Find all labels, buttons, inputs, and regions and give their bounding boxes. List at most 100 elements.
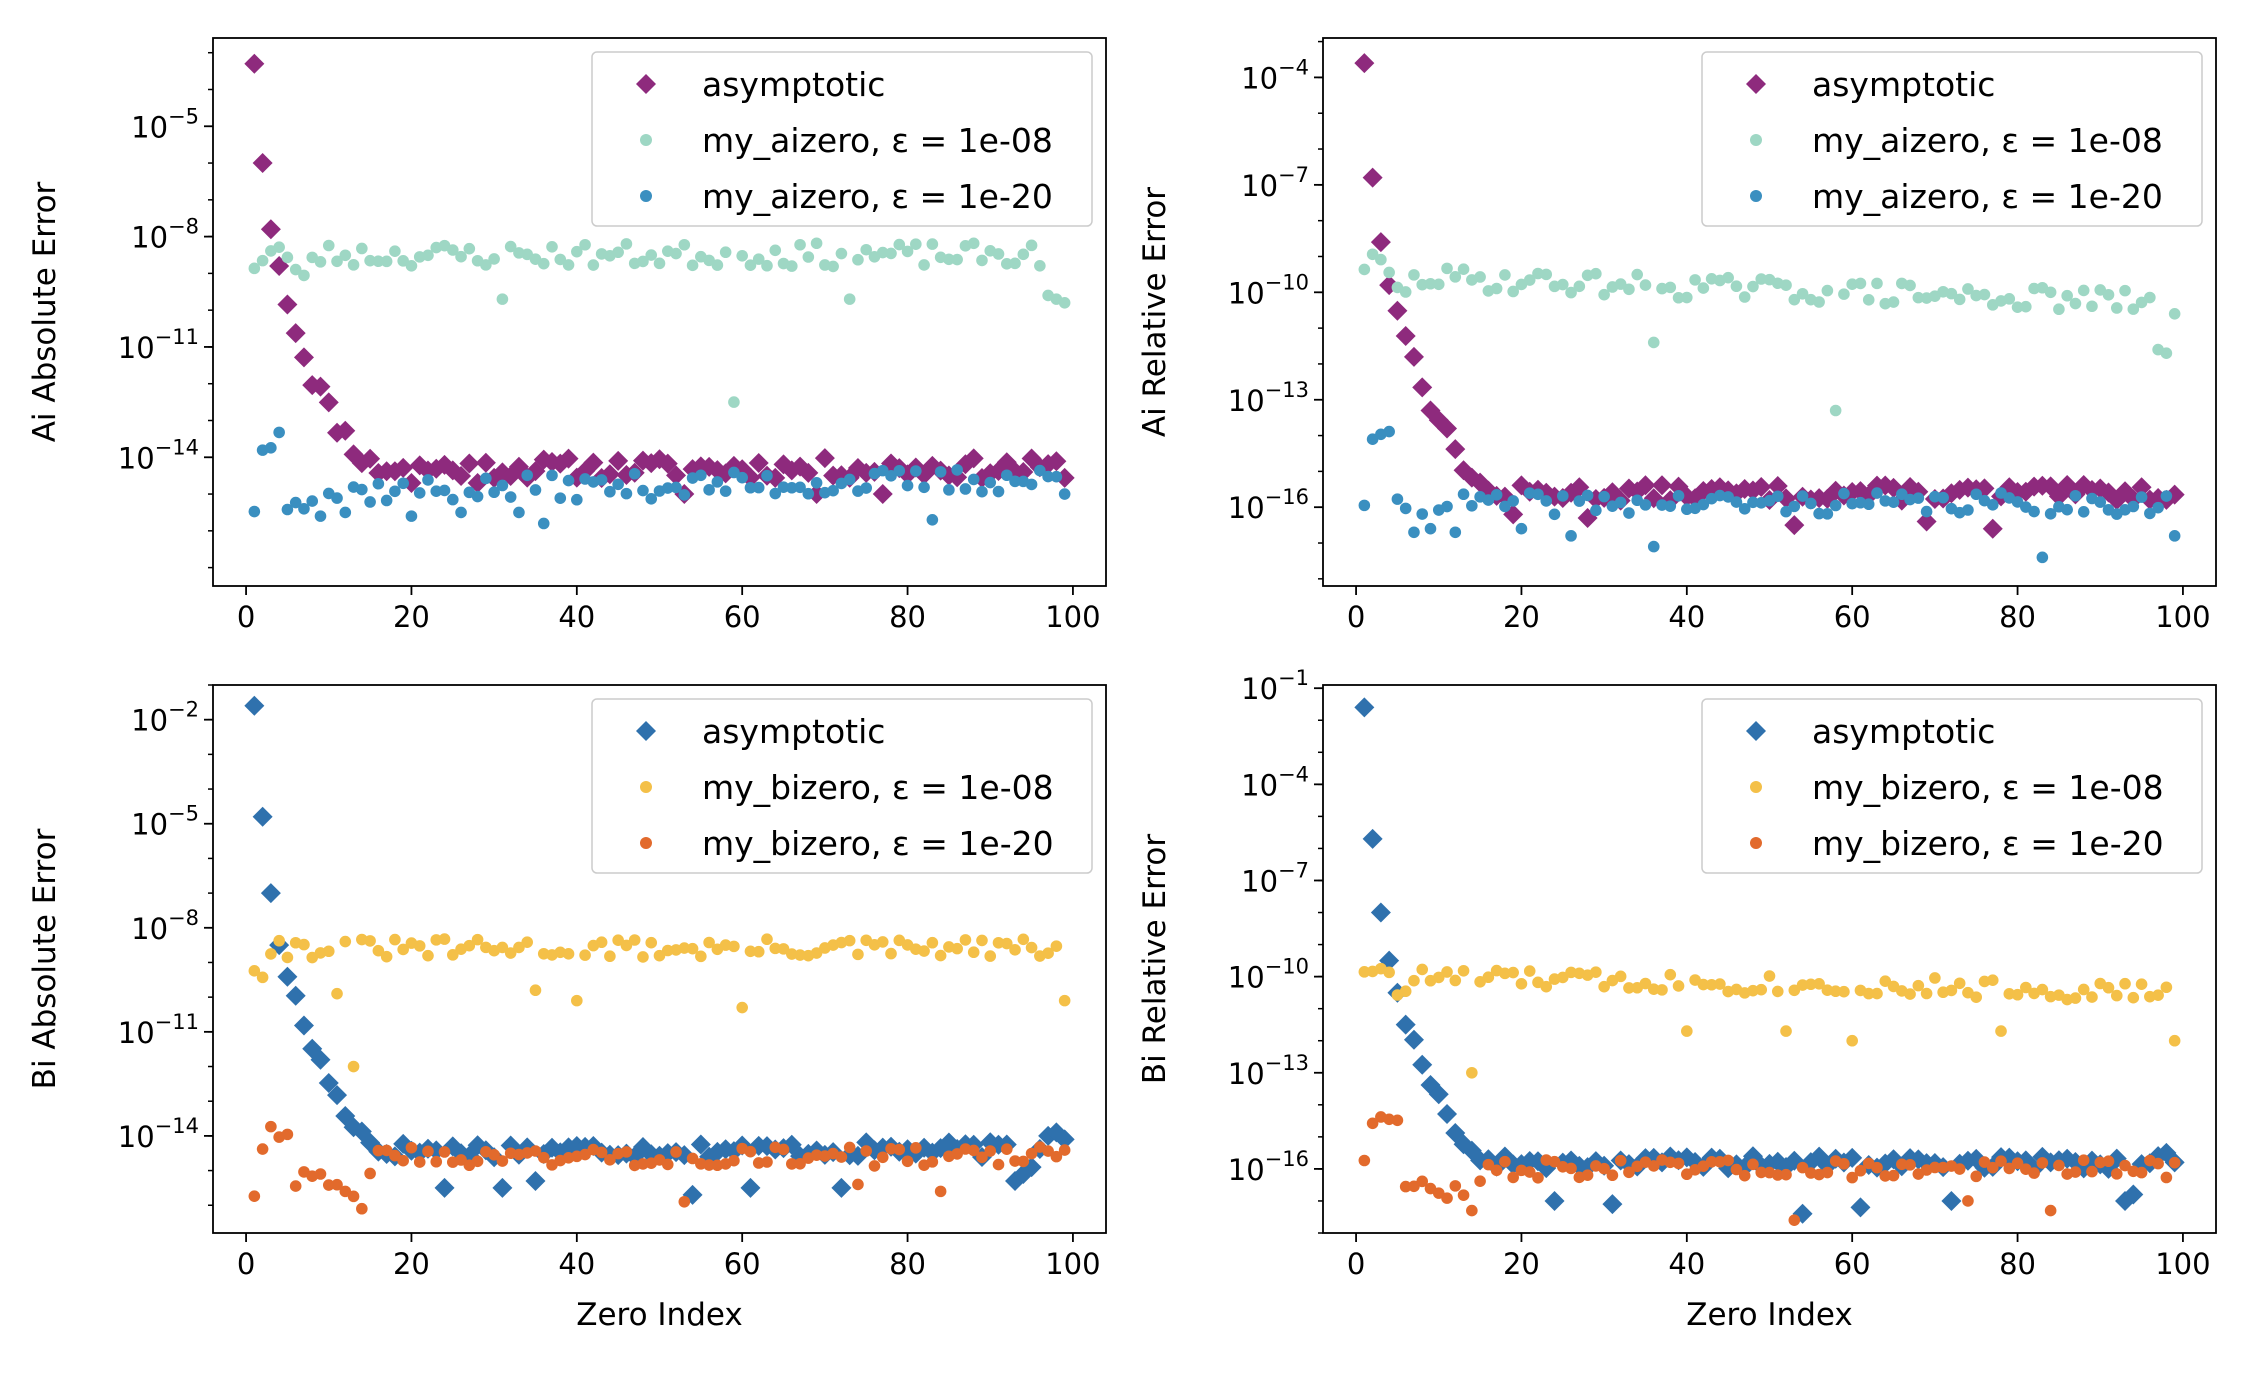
- data-point-dot: [628, 467, 641, 480]
- data-point-dot: [1449, 271, 1462, 283]
- data-point-diamond: [1437, 1103, 1458, 1124]
- data-point-dot: [1383, 266, 1395, 279]
- data-point-dot: [736, 1001, 748, 1014]
- data-point-dot: [926, 1156, 939, 1168]
- data-point-dot: [1058, 994, 1071, 1007]
- data-point-dot: [1904, 279, 1916, 292]
- data-point-diamond: [1370, 902, 1391, 923]
- data-point-dot: [389, 245, 401, 257]
- data-point-dot: [1904, 1159, 1916, 1171]
- y-tick-label: 10−10: [1228, 955, 1309, 995]
- x-tick-label: 100: [2155, 600, 2210, 634]
- data-point-dot: [1639, 499, 1652, 511]
- data-point-dot: [852, 1178, 864, 1191]
- data-point-dot: [1391, 1114, 1404, 1127]
- data-point-dot: [1623, 982, 1635, 994]
- data-point-dot: [1573, 495, 1586, 507]
- x-tick-label: 80: [1999, 600, 2036, 634]
- data-point-dot: [1399, 1180, 1412, 1193]
- data-point-dot: [1912, 492, 1925, 504]
- data-point-dot: [984, 950, 997, 962]
- data-point-diamond: [260, 219, 281, 240]
- data-point-dot: [397, 943, 409, 956]
- data-point-dot: [356, 242, 368, 255]
- data-point-dot: [1408, 974, 1420, 987]
- data-point-dot: [1895, 1158, 1908, 1171]
- data-point-dot: [1548, 508, 1561, 521]
- data-point-dot: [976, 934, 988, 947]
- data-point-dot: [405, 260, 418, 272]
- data-point-dot: [2028, 1167, 2040, 1179]
- data-point-dot: [711, 476, 724, 488]
- data-point-dot: [1614, 970, 1627, 983]
- data-point-dot: [736, 249, 748, 262]
- data-point-dot: [2119, 284, 2131, 297]
- data-point-dot: [1639, 279, 1652, 291]
- legend: asymptotic my_bizero, ε = 1e-08 my_bizero,…: [1701, 698, 2203, 874]
- data-point-dot: [2144, 507, 2156, 520]
- data-point-dot: [1829, 404, 1842, 417]
- data-point-dot: [1017, 933, 1030, 946]
- data-point-dot: [1805, 497, 1817, 510]
- y-axis-label: Ai Relative Error: [1137, 187, 1173, 437]
- data-point-dot: [2110, 302, 2123, 314]
- data-point-diamond: [1850, 1197, 1871, 1218]
- data-point-diamond: [1941, 1190, 1962, 1211]
- data-point-dot: [744, 1145, 757, 1158]
- data-point-diamond: [748, 452, 769, 473]
- chart-panel-3: 0 20 40 60 80 100 10−2 10−5 10−8 10−11 10−14 Bi Abs…: [27, 684, 1107, 1333]
- data-point-dot: [604, 950, 616, 963]
- data-point-diamond: [740, 467, 761, 488]
- data-point-dot: [364, 254, 376, 267]
- chart-panel-2: 0 20 40 60 80 100 10−4 10−7 10−10 10−13 10−16 Ai Re…: [1137, 37, 2217, 634]
- data-point-dot: [1490, 1164, 1503, 1177]
- data-point-dot: [1962, 283, 1974, 295]
- data-point-dot: [2086, 1165, 2098, 1178]
- data-point-dot: [992, 1158, 1005, 1171]
- data-point-dot: [910, 465, 922, 477]
- data-point-dot: [356, 1202, 368, 1215]
- data-point-dot: [1507, 495, 1519, 507]
- data-point-dot: [2020, 300, 2032, 313]
- data-point-dot: [289, 1180, 302, 1192]
- data-point-dot: [2036, 1157, 2049, 1169]
- data-point-dot: [1862, 987, 1875, 1000]
- data-point-dot: [1441, 1192, 1453, 1204]
- data-point-dot: [438, 484, 451, 497]
- x-tick-label: 40: [558, 1247, 595, 1281]
- data-point-dot: [1358, 499, 1371, 512]
- data-point-dot: [1887, 1169, 1900, 1182]
- data-point-dot: [1672, 1157, 1685, 1170]
- data-point-dot: [529, 484, 542, 496]
- data-point-dot: [1058, 297, 1071, 309]
- data-point-dot: [389, 1149, 401, 1162]
- data-point-dot: [860, 1145, 873, 1157]
- data-point-diamond: [1767, 476, 1788, 497]
- data-point-diamond: [244, 695, 265, 716]
- data-point-dot: [1970, 488, 1983, 501]
- legend-entry-label: asymptotic: [1812, 712, 1995, 751]
- data-point-dot: [1838, 985, 1850, 998]
- data-point-dot: [752, 945, 765, 958]
- data-point-diamond: [327, 1085, 348, 1106]
- data-point-diamond: [814, 448, 835, 469]
- data-point-diamond: [1437, 418, 1458, 439]
- data-point-dot: [761, 469, 773, 482]
- data-point-dot: [595, 474, 608, 486]
- data-point-dot: [314, 256, 327, 268]
- data-point-dot: [1009, 257, 1021, 270]
- data-point-dot: [1788, 1214, 1801, 1226]
- data-point-dot: [513, 506, 525, 519]
- data-point-diamond: [1054, 1129, 1075, 1150]
- data-point-dot: [843, 473, 856, 486]
- data-point-dot: [339, 506, 352, 519]
- data-point-dot: [380, 950, 393, 963]
- data-point-dot: [372, 255, 385, 268]
- data-point-dot: [281, 251, 294, 264]
- data-point-dot: [695, 950, 707, 963]
- data-point-diamond: [1412, 1054, 1433, 1075]
- data-point-dot: [248, 262, 261, 275]
- data-point-dot: [769, 487, 782, 500]
- data-point-dot: [422, 949, 434, 962]
- data-point-dot: [1763, 970, 1776, 982]
